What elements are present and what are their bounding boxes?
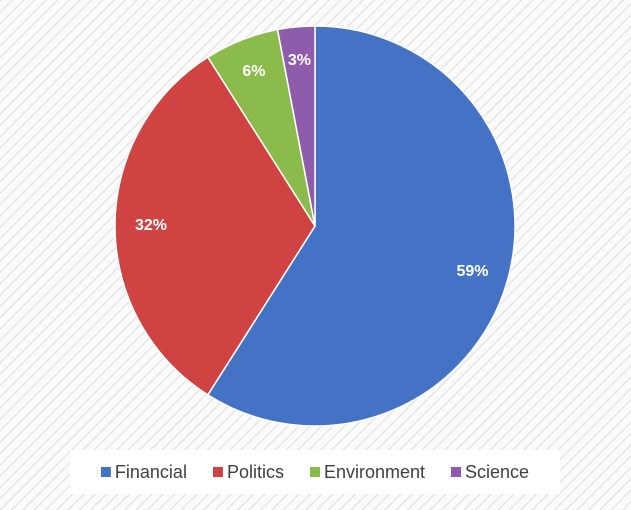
legend-label: Environment (324, 462, 425, 482)
data-label: 6% (242, 63, 265, 80)
pie-slice (276, 25, 316, 227)
legend-label: Politics (227, 462, 284, 482)
legend-marker (212, 467, 223, 477)
pie-slice (114, 56, 316, 396)
data-label: 59% (456, 263, 488, 280)
legend-marker (100, 467, 111, 477)
legend-marker (451, 467, 462, 477)
legend-label: Financial (115, 462, 187, 482)
legend-marker (309, 467, 320, 477)
legend-label: Science (465, 462, 529, 482)
pie-slice (206, 25, 516, 427)
data-label: 32% (135, 217, 167, 234)
data-label: 3% (288, 52, 311, 69)
